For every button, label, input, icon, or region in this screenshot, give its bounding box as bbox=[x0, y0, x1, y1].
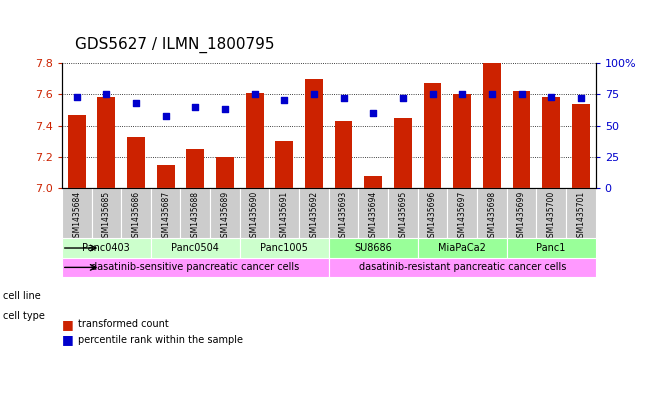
Bar bbox=[157, 165, 174, 188]
Point bbox=[309, 91, 319, 97]
Text: SU8686: SU8686 bbox=[354, 243, 392, 253]
Text: GSM1435691: GSM1435691 bbox=[280, 191, 289, 242]
Bar bbox=[394, 118, 412, 188]
Text: GSM1435701: GSM1435701 bbox=[576, 191, 585, 242]
Text: cell type: cell type bbox=[3, 311, 45, 321]
Bar bbox=[365, 176, 382, 188]
Point bbox=[546, 94, 557, 100]
Text: GSM1435687: GSM1435687 bbox=[161, 191, 170, 242]
Bar bbox=[270, 188, 299, 238]
Bar bbox=[299, 188, 329, 238]
Point bbox=[339, 95, 349, 101]
Bar bbox=[566, 188, 596, 238]
Point bbox=[220, 106, 230, 112]
Text: Panc0504: Panc0504 bbox=[171, 243, 219, 253]
Bar bbox=[275, 141, 293, 188]
Bar bbox=[483, 63, 501, 188]
Bar bbox=[305, 79, 323, 188]
Text: GSM1435692: GSM1435692 bbox=[309, 191, 318, 242]
Text: GSM1435699: GSM1435699 bbox=[517, 191, 526, 242]
Point bbox=[131, 100, 141, 106]
Text: Panc1005: Panc1005 bbox=[260, 243, 308, 253]
Bar bbox=[447, 188, 477, 238]
Bar bbox=[335, 121, 352, 188]
Bar bbox=[477, 188, 506, 238]
Point bbox=[72, 94, 82, 100]
Bar bbox=[359, 188, 388, 238]
Text: GSM1435693: GSM1435693 bbox=[339, 191, 348, 242]
Text: ■: ■ bbox=[62, 318, 74, 331]
Point bbox=[368, 110, 378, 116]
Text: dasatinib-resistant pancreatic cancer cells: dasatinib-resistant pancreatic cancer ce… bbox=[359, 263, 566, 272]
Bar bbox=[68, 115, 85, 188]
Text: GSM1435694: GSM1435694 bbox=[368, 191, 378, 242]
Text: GSM1435695: GSM1435695 bbox=[398, 191, 408, 242]
Bar bbox=[240, 238, 329, 258]
Text: GSM1435689: GSM1435689 bbox=[221, 191, 229, 242]
Bar bbox=[329, 188, 359, 238]
Text: GSM1435686: GSM1435686 bbox=[132, 191, 141, 242]
Bar bbox=[542, 97, 560, 188]
Bar bbox=[453, 94, 471, 188]
Bar bbox=[62, 258, 329, 277]
Text: GSM1435688: GSM1435688 bbox=[191, 191, 200, 242]
Point bbox=[101, 91, 111, 97]
Text: GDS5627 / ILMN_1800795: GDS5627 / ILMN_1800795 bbox=[75, 37, 274, 53]
Bar bbox=[506, 188, 536, 238]
Bar bbox=[216, 157, 234, 188]
Text: ■: ■ bbox=[62, 333, 74, 347]
Point bbox=[279, 97, 290, 104]
Bar bbox=[512, 91, 531, 188]
Bar bbox=[329, 238, 418, 258]
Bar bbox=[151, 238, 240, 258]
Text: transformed count: transformed count bbox=[78, 319, 169, 329]
Text: Panc1: Panc1 bbox=[536, 243, 566, 253]
Text: GSM1435696: GSM1435696 bbox=[428, 191, 437, 242]
Bar bbox=[180, 188, 210, 238]
Point bbox=[190, 104, 201, 110]
Point bbox=[160, 112, 171, 119]
Point bbox=[487, 91, 497, 97]
Point bbox=[575, 95, 586, 101]
Bar bbox=[186, 149, 204, 188]
Bar bbox=[92, 188, 121, 238]
Text: GSM1435685: GSM1435685 bbox=[102, 191, 111, 242]
Bar bbox=[245, 93, 264, 188]
Bar bbox=[127, 136, 145, 188]
Text: GSM1435697: GSM1435697 bbox=[458, 191, 467, 242]
Point bbox=[398, 95, 408, 101]
Bar bbox=[572, 104, 590, 188]
Bar bbox=[151, 188, 180, 238]
Bar bbox=[62, 188, 92, 238]
Bar bbox=[418, 238, 506, 258]
Text: GSM1435700: GSM1435700 bbox=[547, 191, 556, 242]
Bar bbox=[98, 97, 115, 188]
Text: cell line: cell line bbox=[3, 291, 41, 301]
Text: GSM1435690: GSM1435690 bbox=[250, 191, 259, 242]
Bar bbox=[418, 188, 447, 238]
Text: dasatinib-sensitive pancreatic cancer cells: dasatinib-sensitive pancreatic cancer ce… bbox=[91, 263, 299, 272]
Bar bbox=[240, 188, 270, 238]
Point bbox=[249, 91, 260, 97]
Text: GSM1435684: GSM1435684 bbox=[72, 191, 81, 242]
Point bbox=[457, 91, 467, 97]
Point bbox=[427, 91, 437, 97]
Point bbox=[516, 91, 527, 97]
Bar bbox=[121, 188, 151, 238]
Bar bbox=[424, 83, 441, 188]
Text: GSM1435698: GSM1435698 bbox=[488, 191, 496, 242]
Bar bbox=[329, 258, 596, 277]
Bar bbox=[210, 188, 240, 238]
Bar bbox=[506, 238, 596, 258]
Text: Panc0403: Panc0403 bbox=[83, 243, 130, 253]
Text: MiaPaCa2: MiaPaCa2 bbox=[438, 243, 486, 253]
Bar bbox=[388, 188, 418, 238]
Bar bbox=[536, 188, 566, 238]
Text: percentile rank within the sample: percentile rank within the sample bbox=[78, 335, 243, 345]
Bar bbox=[62, 238, 151, 258]
